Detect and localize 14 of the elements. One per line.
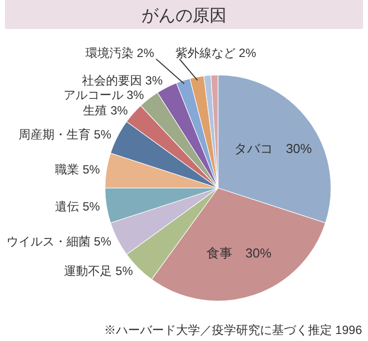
text: ※ハーバード大学／疫学研究に基づく推定 1996 [104, 323, 362, 337]
chart-title: がんの原因 [142, 6, 226, 25]
slice-label: 環境汚染 2% [85, 46, 154, 60]
slice-label: 食事 30% [206, 245, 272, 260]
slice-label: 社会的要因 3% [82, 74, 163, 88]
slice-label: アルコール 3% [63, 88, 144, 102]
slice-label: 生殖 3% [83, 103, 128, 118]
slice-label: 紫外線など 2% [175, 46, 256, 60]
slice-label: 職業 5% [55, 162, 100, 177]
slice-label: 遺伝 5% [55, 199, 100, 214]
slice-label: タバコ 30% [234, 141, 312, 156]
slice-label: 周産期・生育 5% [18, 128, 112, 142]
slice-label: 運動不足 5% [64, 264, 134, 278]
slice-label: ウイルス・細菌 5% [6, 234, 112, 248]
